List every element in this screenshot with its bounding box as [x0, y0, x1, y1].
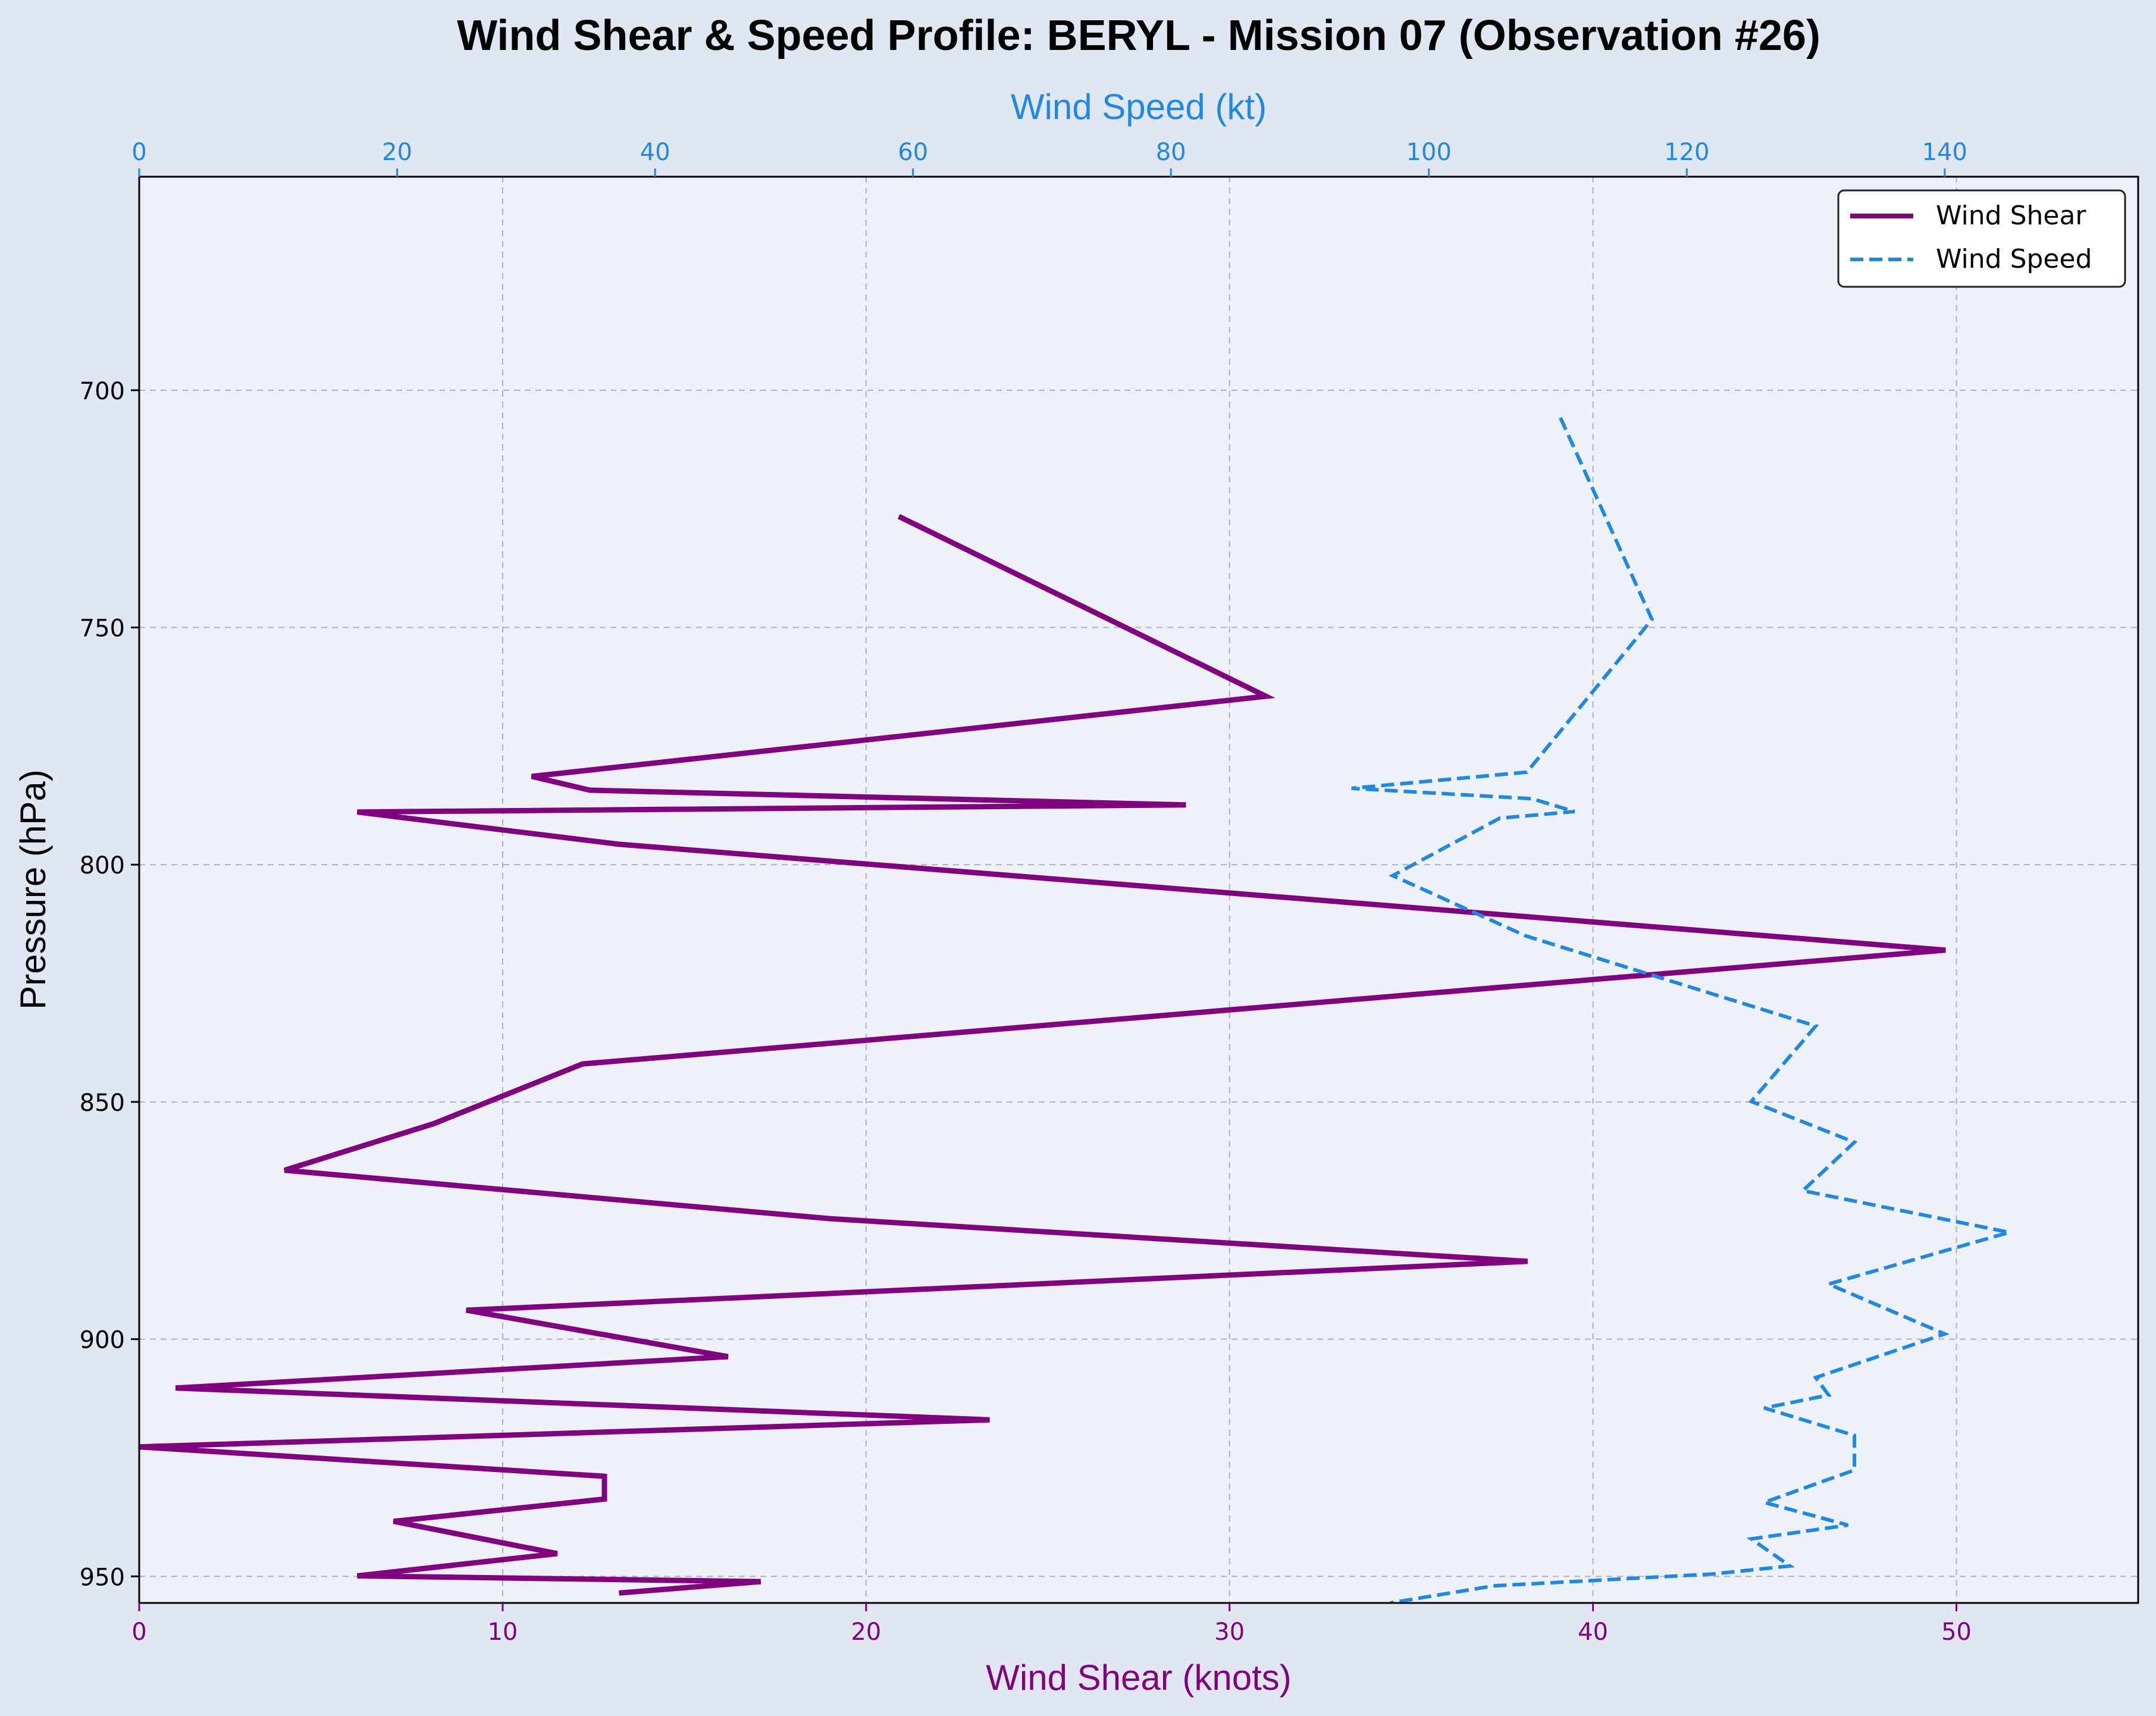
- series-line-wind-shear: [139, 513, 1946, 1596]
- x-tick-label-bottom: 0: [131, 1618, 146, 1646]
- x-tick-label-bottom: 10: [487, 1618, 518, 1646]
- x-tick-label-top: 0: [131, 139, 146, 166]
- y-tick-label: 850: [80, 1089, 125, 1117]
- x-tick-label-bottom: 40: [1578, 1618, 1608, 1646]
- top-axis-label: Wind Speed (kt): [1011, 87, 1267, 127]
- y-tick-label: 750: [80, 615, 125, 643]
- y-tick-label: 800: [80, 852, 125, 879]
- y-tick-label: 950: [80, 1564, 125, 1591]
- bottom-axis-label: Wind Shear (knots): [986, 1658, 1292, 1698]
- x-tick-label-top: 100: [1406, 139, 1452, 166]
- legend: Wind Shear Wind Speed: [1837, 189, 2126, 288]
- x-tick-label-bottom: 20: [851, 1618, 881, 1646]
- series-line-wind-speed: [1351, 417, 2010, 1603]
- legend-label-wind-shear: Wind Shear: [1936, 201, 2086, 231]
- plot-area: [139, 177, 2138, 1603]
- chart-title: Wind Shear & Speed Profile: BERYL - Miss…: [457, 12, 1820, 60]
- x-tick-label-top: 120: [1664, 139, 1709, 166]
- x-tick-label-top: 20: [382, 139, 412, 166]
- y-tick-label: 900: [80, 1327, 125, 1354]
- series-layer: [139, 417, 2010, 1603]
- legend-label-wind-speed: Wind Speed: [1936, 244, 2092, 274]
- x-tick-label-top: 40: [640, 139, 670, 166]
- plot-frame: [138, 176, 2139, 1604]
- x-tick-label-top: 80: [1156, 139, 1186, 166]
- x-tick-label-bottom: 30: [1214, 1618, 1245, 1646]
- ticks: 0 10 20 30 40 50 0 20 40 60 80 100 120 140 700 750 800 85…: [80, 139, 1972, 1646]
- x-tick-label-top: 60: [898, 139, 928, 166]
- x-tick-label-bottom: 50: [1941, 1618, 1972, 1646]
- y-axis-label: Pressure (hPa): [13, 769, 53, 1009]
- y-tick-label: 700: [80, 378, 125, 405]
- x-tick-label-top: 140: [1922, 139, 1967, 166]
